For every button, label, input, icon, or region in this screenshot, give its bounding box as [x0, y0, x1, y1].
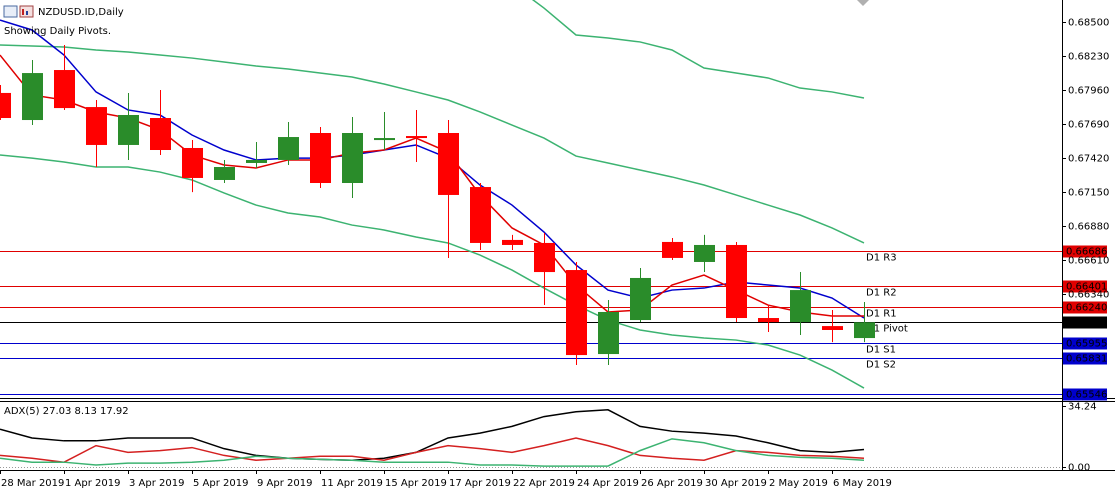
price-tag [1063, 280, 1107, 293]
price-tag [1063, 245, 1107, 258]
symbol-icon [3, 5, 34, 18]
candle-body [630, 277, 651, 321]
candle-body [758, 318, 779, 323]
candle-body [662, 241, 683, 258]
candle-body [310, 133, 331, 184]
price-tag-label: 0.65955 [1066, 339, 1107, 350]
candle-body [278, 137, 299, 160]
price-tag [1063, 301, 1107, 314]
y-tick-label: 34.24 [1068, 402, 1097, 413]
x-tick-label: 17 Apr 2019 [449, 478, 511, 489]
y-tick-label: 0.68230 [1068, 52, 1109, 63]
indicator-line [0, 154, 865, 389]
indicator-line [0, 409, 865, 461]
y-tick-label: 0.67690 [1068, 120, 1109, 131]
candle-body [598, 311, 619, 355]
candle-body [182, 147, 203, 178]
candle-body [86, 107, 107, 145]
y-tick-label: 0.67150 [1068, 188, 1109, 199]
candle-body [822, 326, 843, 330]
x-tick-label: 24 Apr 2019 [577, 478, 639, 489]
pivot-label: D1 R3 [866, 253, 897, 264]
price-tag-label: 0.65546 [1066, 390, 1107, 401]
indicator-line [0, 438, 865, 467]
y-tick-label: 0.66880 [1068, 222, 1109, 233]
candle-body [246, 159, 267, 163]
candle-body [470, 187, 491, 243]
chart-title: NZDUSD.ID,Daily [38, 7, 124, 18]
candle-body [118, 114, 139, 145]
price-tag-label: 0.66116 [1066, 318, 1107, 329]
y-tick-label: 0.68500 [1068, 18, 1109, 29]
candle-body [502, 239, 523, 245]
y-tick-label: 0.66610 [1068, 256, 1109, 267]
x-tick-label: 5 Apr 2019 [193, 478, 248, 489]
x-tick-label: 15 Apr 2019 [385, 478, 447, 489]
price-tag-label: 0.66401 [1066, 282, 1107, 293]
x-tick-label: 2 May 2019 [769, 478, 828, 489]
pivot-label: D1 S2 [866, 360, 896, 371]
x-tick-label: 11 Apr 2019 [321, 478, 383, 489]
candle-body [534, 242, 555, 273]
candle-body [214, 167, 235, 180]
candle-body [150, 118, 171, 151]
x-tick-label: 22 Apr 2019 [513, 478, 575, 489]
price-tag [1063, 337, 1107, 350]
pivot-label: D1 R2 [866, 288, 897, 299]
candle-body [406, 136, 427, 139]
x-tick-label: 6 May 2019 [833, 478, 892, 489]
x-tick-label: 28 Mar 2019 [1, 478, 64, 489]
candle-body [342, 133, 363, 184]
price-tag-label: 0.66686 [1066, 247, 1107, 258]
price-tag-label: 0.65831 [1066, 354, 1107, 365]
indicator-line [0, 44, 865, 244]
y-tick-label: 0.66340 [1068, 290, 1109, 301]
shift-marker [857, 0, 869, 6]
x-tick-label: 9 Apr 2019 [257, 478, 312, 489]
indicator-line [0, 437, 865, 463]
x-tick-label: 3 Apr 2019 [129, 478, 184, 489]
candle-body [438, 133, 459, 195]
candle-body [790, 290, 811, 323]
candle-body [694, 244, 715, 262]
price-tag [1063, 388, 1107, 401]
candle-body [566, 270, 587, 356]
price-tag [1063, 352, 1107, 365]
pivot-label: D1 S1 [866, 345, 896, 356]
pivot-label: D1 R1 [866, 309, 897, 320]
price-tag [1063, 316, 1107, 329]
pivot-label: D1 Pivot [866, 324, 908, 335]
x-tick-label: 1 Apr 2019 [65, 478, 120, 489]
indicator-line [531, 0, 865, 99]
indicator-line [0, 19, 865, 319]
chart-subtitle: Showing Daily Pivots. [4, 26, 111, 37]
indicator-line [0, 54, 864, 317]
x-tick-label: 30 Apr 2019 [705, 478, 767, 489]
candle-body [726, 244, 747, 319]
y-tick-label: 0.67420 [1068, 154, 1109, 165]
candle-body [22, 73, 43, 121]
y-tick-label: 0.67960 [1068, 86, 1109, 97]
x-tick-label: 26 Apr 2019 [641, 478, 703, 489]
main-plot: D1 R3 D1 R2 D1 R1 D1 Pivot D1 S1 D1 S2 [0, 0, 1062, 395]
candle-body [0, 92, 11, 119]
candle-body [54, 70, 75, 109]
icon-window [3, 5, 18, 18]
candle-body [374, 138, 395, 141]
y-tick-label: 0.00 [1068, 463, 1090, 474]
adx-title: ADX(5) 27.03 8.13 17.92 [4, 406, 129, 417]
candle-body [854, 322, 875, 339]
adx-plot [0, 409, 865, 467]
price-tag-label: 0.66240 [1066, 303, 1107, 314]
